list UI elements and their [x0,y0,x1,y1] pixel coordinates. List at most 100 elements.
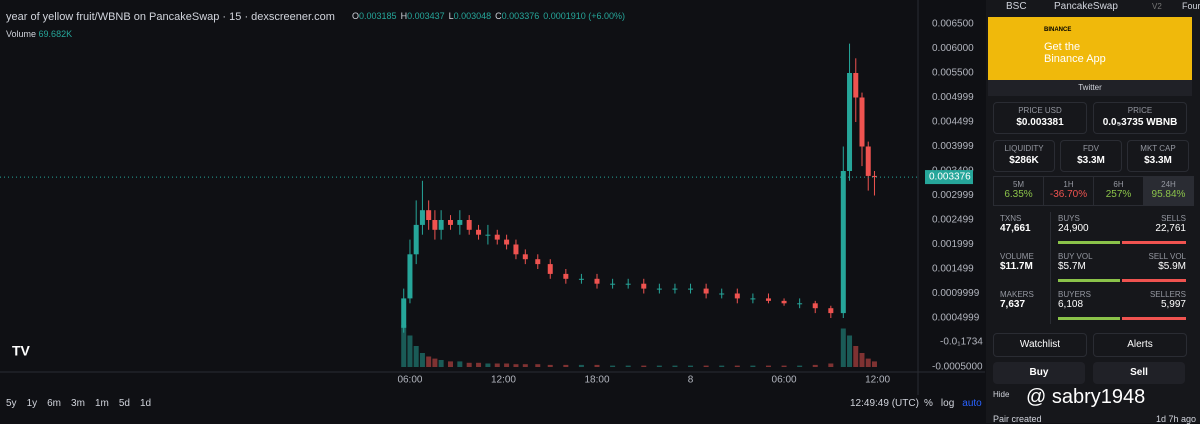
candle-body [432,220,438,230]
ad-brand: BINANCE [1044,27,1072,33]
stat-value: 47,661 [1000,223,1031,234]
stat-value: $5.9M [1158,261,1186,272]
y-tick-label: 0.001499 [932,264,974,275]
volume-bar [641,365,647,367]
candle-body [401,298,407,328]
pair-age: 1d 7h ago [1156,414,1197,424]
ohlc-change: 0.0001910 (+6.00%) [543,11,626,21]
range-button[interactable]: 5d [118,398,130,409]
volume-bar [847,335,853,367]
stat-bar [1122,317,1186,320]
stat-value: 5,997 [1160,299,1186,310]
candle-body [656,288,662,290]
candle-body [734,293,740,299]
volume-bar [432,358,438,367]
volume-bar [438,360,444,367]
metric-value: $286K [1009,155,1039,166]
volume-bar [812,364,818,367]
candle-body [522,254,528,260]
change-tab[interactable]: 5M 6.35% [993,176,1044,206]
trade-button[interactable]: Buy [993,362,1085,384]
ohlc-key: L [448,11,454,21]
scale-options: % log auto [924,398,990,409]
candle-body [438,220,444,230]
x-tick-label: 18:00 [584,375,609,386]
change-tab[interactable]: 6H 257% [1093,176,1144,206]
range-button[interactable]: 3m [71,398,85,409]
candle-body [871,175,877,178]
price-value: $0.003381 [1016,117,1064,128]
stat: VOLUME $11.7M [1000,252,1050,272]
x-tick-label: 12:00 [865,375,890,386]
volume-bar [610,365,616,367]
volume-bar [494,363,500,367]
ad-banner[interactable]: BINANCE Get the Binance App [988,17,1192,87]
volume-bar [476,362,482,367]
candle-body [688,288,694,290]
candle-body [781,300,787,304]
range-button[interactable]: 1y [26,398,38,409]
stat-bar [1058,317,1120,320]
metric-box: MKT CAP $3.3M [1127,140,1189,172]
stat: BUYERS 6,108 [1058,290,1122,310]
y-tick-label: 0.004499 [932,117,974,128]
scale-option[interactable]: auto [962,398,982,409]
volume-bar [485,363,491,367]
candle-body [547,264,553,274]
range-toolbar: 5y 1y 6m 3m 1m 5d 1d [6,398,161,409]
candle-body [625,283,631,285]
volume-bar [419,353,425,367]
price-box: PRICE 0.0₅3735 WBNB [1093,102,1187,134]
stat: BUY VOL $5.7M [1058,252,1122,272]
ad-text: Get the Binance App [1044,41,1106,65]
tab-value: -36.70% [1049,189,1088,200]
candle-body [513,244,519,255]
range-button[interactable]: 1m [94,398,109,409]
metric-value: $3.3M [1144,155,1172,166]
action-button[interactable]: Alerts [1093,333,1187,357]
volume-bar [578,364,584,367]
ohlc-key: C [495,11,502,21]
candle-body [578,278,584,280]
candle-body [865,146,871,176]
ohlc: O0.003185 H0.003437 L0.003048 C0.003376 0.00… [352,11,625,21]
stat: TXNS 47,661 [1000,214,1050,234]
hide-toggle[interactable]: Hide [993,390,1010,399]
range-button[interactable]: 5y [6,398,17,409]
divider [1050,212,1051,324]
y-tick-label: 0.0004999 [932,313,980,324]
candle-body [672,288,678,290]
volume-bar [853,346,859,367]
action-button[interactable]: Watchlist [993,333,1087,357]
change-tab[interactable]: 1H -36.70% [1043,176,1094,206]
ohlc-key: O [352,11,360,21]
volume-bar [719,365,725,367]
scale-option[interactable]: % [924,398,933,409]
candle-body [466,220,472,230]
y-tick-label: 0.006000 [932,43,974,54]
ohlc-item: H0.003437 [401,11,445,21]
trade-button[interactable]: Sell [1093,362,1185,384]
clock: 12:49:49 (UTC) [850,398,919,409]
tv-logo: TV [12,343,31,359]
twitter-button[interactable]: Twitter [988,80,1192,96]
metric-label: LIQUIDITY [1004,144,1044,153]
x-tick-label: 06:00 [397,375,422,386]
stat-value: 22,761 [1155,223,1186,234]
scale-option[interactable]: log [940,398,955,409]
range-button[interactable]: 1d [139,398,152,409]
candle-body [853,73,859,98]
ohlc-value: 0.003376 [501,11,540,21]
stat-bar [1122,241,1186,244]
candle-body [828,308,834,314]
chain: BSC [1006,1,1027,12]
volume-bar [672,365,678,367]
watermark: @ sabry1948 [1026,386,1146,408]
stat: BUYS 24,900 [1058,214,1122,234]
volume-legend: Volume 69.682K [6,29,72,39]
side-panel: BSC PancakeSwap V2 Four BINANCE Get the Binan… [986,0,1200,424]
price-value: 0.0₅3735 WBNB [1102,117,1178,128]
change-tab[interactable]: 24H 95.84% [1143,176,1194,206]
metric-box: FDV $3.3M [1060,140,1122,172]
range-button[interactable]: 6m [47,398,62,409]
